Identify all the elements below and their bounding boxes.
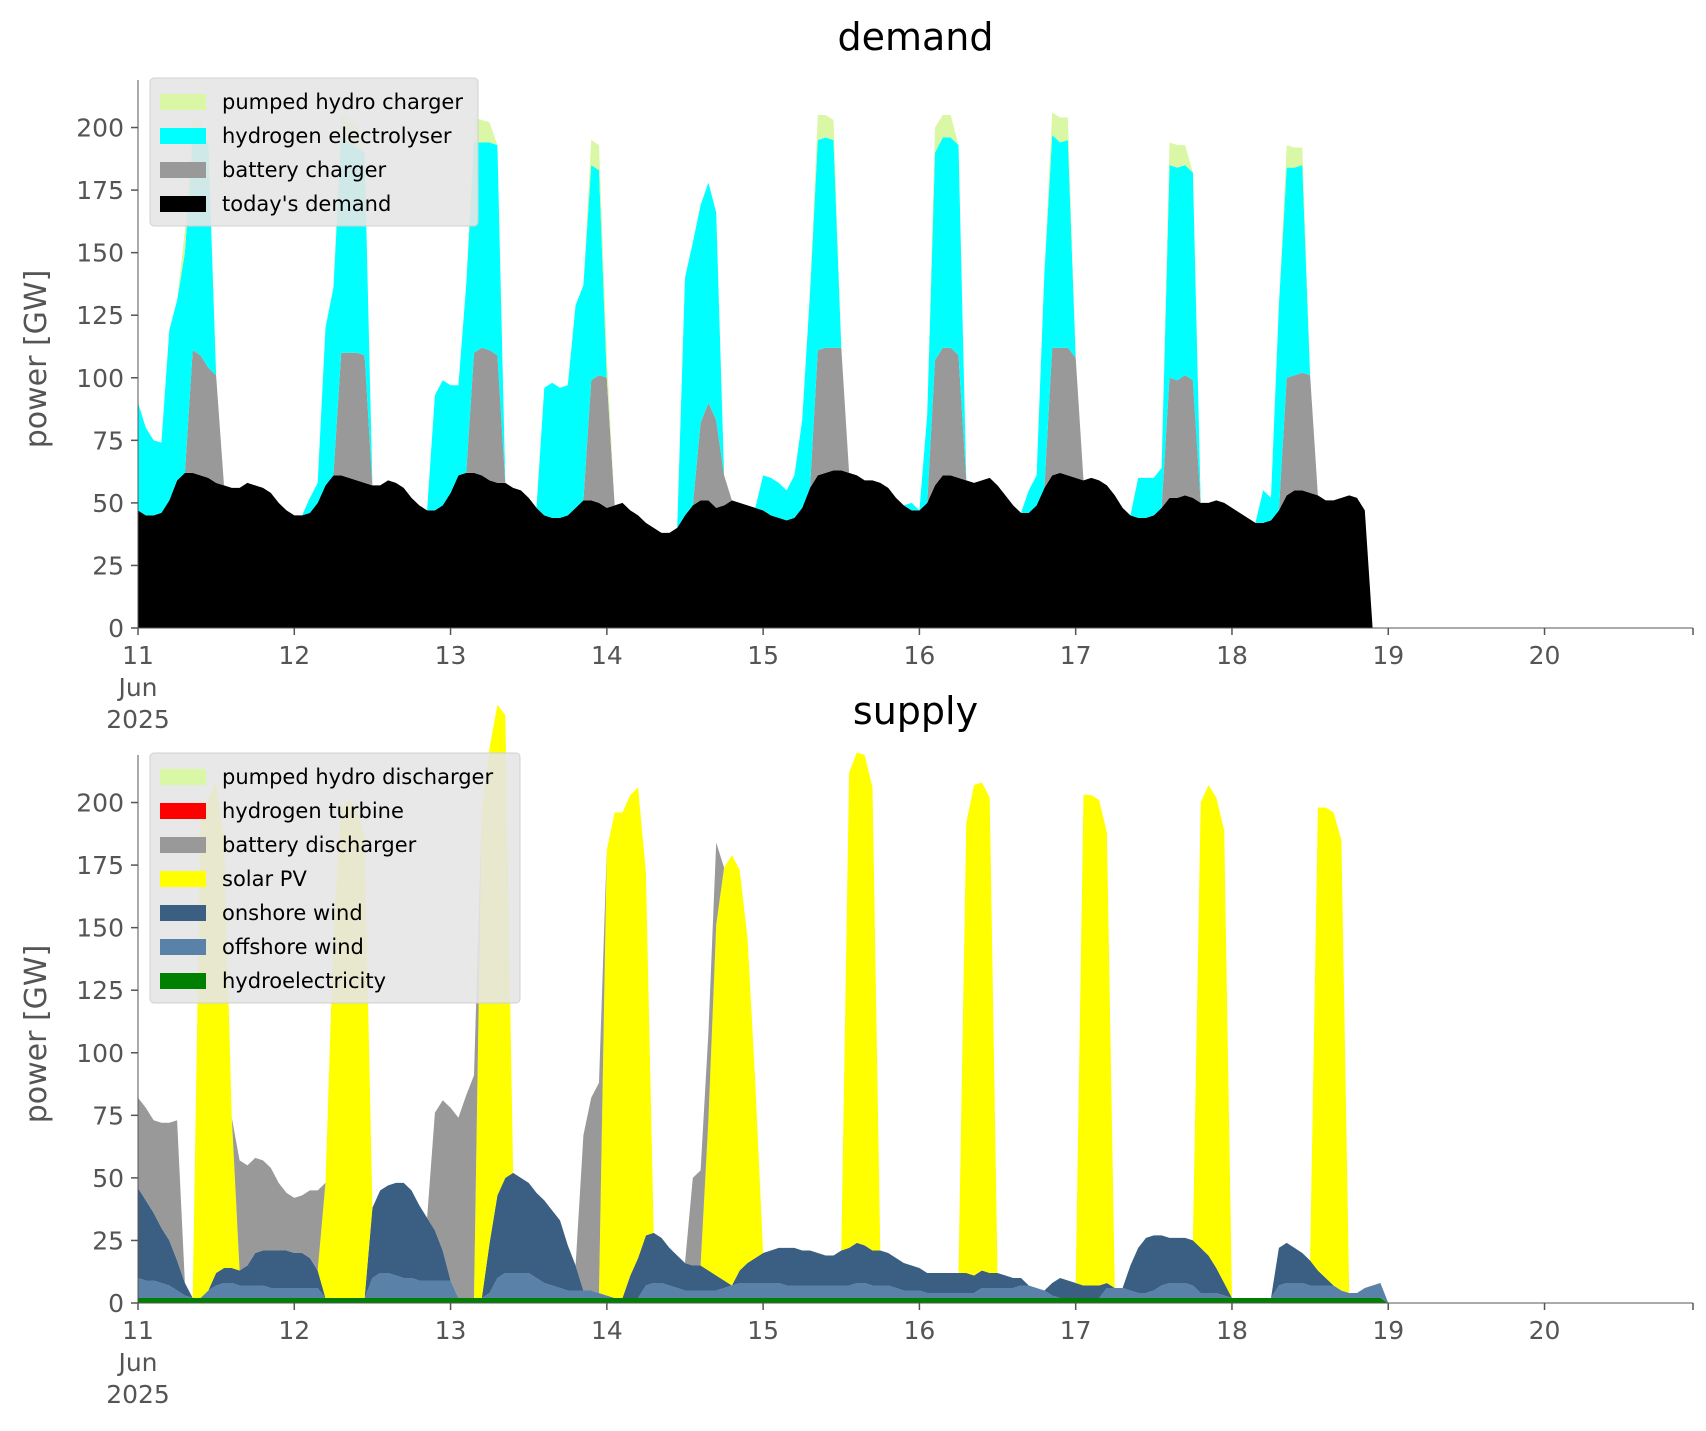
x-tick-label: 16: [904, 1316, 936, 1345]
legend-label-today-s-demand: today's demand: [222, 192, 391, 216]
chart-title: demand: [837, 15, 993, 59]
y-tick-label: 125: [76, 301, 124, 330]
y-tick-label: 200: [76, 114, 124, 143]
x-tick-sublabel: 2025: [106, 1380, 170, 1409]
series-area-offshore-wind: [138, 1273, 1693, 1303]
chart-title: supply: [853, 689, 978, 733]
x-tick-label: 17: [1060, 641, 1092, 670]
x-tick-label: 20: [1529, 1316, 1561, 1345]
chart-panel-demand: demand 0 25 50 75 100 125 150 175 200 11 12 13 14 15 16…: [19, 15, 1694, 734]
legend-swatch-hydrogen-turbine: [160, 803, 206, 819]
legend-swatch-battery-charger: [160, 162, 206, 178]
x-tick-label: 15: [747, 641, 779, 670]
legend-swatch-battery-discharger: [160, 837, 206, 853]
y-tick-label: 25: [92, 1226, 124, 1255]
y-tick-label: 200: [76, 789, 124, 818]
x-tick-label: 15: [747, 1316, 779, 1345]
legend-swatch-solar-pv: [160, 871, 206, 887]
legend-swatch-onshore-wind: [160, 905, 206, 921]
series-area-hydroelectricity: [138, 1298, 1693, 1303]
y-axis-label: power [GW]: [19, 945, 54, 1124]
x-tick-sublabel: Jun: [116, 1348, 157, 1377]
legend-swatch-hydrogen-electrolyser: [160, 128, 206, 144]
legend-label-solar-pv: solar PV: [222, 867, 307, 891]
series-area-onshore-wind: [138, 1172, 1693, 1303]
x-tick-label: 12: [278, 641, 310, 670]
x-tick-label: 11: [122, 641, 154, 670]
legend-swatch-hydroelectricity: [160, 973, 206, 989]
y-tick-label: 150: [76, 239, 124, 268]
x-tick-label: 14: [591, 1316, 623, 1345]
x-tick-sublabel: 2025: [106, 705, 170, 734]
legend-label-hydrogen-electrolyser: hydrogen electrolyser: [222, 124, 452, 148]
legend-swatch-pumped-hydro-discharger: [160, 769, 206, 785]
legend: pumped hydro charger hydrogen electrolyse…: [149, 77, 479, 227]
x-tick-label: 13: [435, 641, 467, 670]
x-tick-label: 13: [435, 1316, 467, 1345]
x-tick-label: 14: [591, 641, 623, 670]
y-tick-label: 50: [92, 489, 124, 518]
x-tick-label: 16: [904, 641, 936, 670]
x-tick-label: 11: [122, 1316, 154, 1345]
x-tick-sublabel: Jun: [116, 673, 157, 702]
y-tick-label: 0: [108, 1289, 124, 1318]
x-tick-label: 20: [1529, 641, 1561, 670]
y-tick-label: 175: [76, 176, 124, 205]
x-tick-label: 19: [1372, 1316, 1404, 1345]
legend-box: [149, 77, 479, 227]
legend: pumped hydro discharger hydrogen turbine b…: [149, 752, 521, 1004]
legend-box: [149, 752, 521, 1004]
x-tick-label: 12: [278, 1316, 310, 1345]
x-tick-label: 19: [1372, 641, 1404, 670]
y-tick-label: 25: [92, 551, 124, 580]
y-tick-label: 50: [92, 1164, 124, 1193]
legend-swatch-pumped-hydro-charger: [160, 94, 206, 110]
legend-label-battery-charger: battery charger: [222, 158, 387, 182]
series-area-hydrogen-electrolyser: [138, 135, 1693, 628]
x-tick-label: 18: [1216, 641, 1248, 670]
y-tick-label: 175: [76, 851, 124, 880]
legend-swatch-offshore-wind: [160, 939, 206, 955]
legend-swatch-today-s-demand: [160, 196, 206, 212]
y-tick-label: 75: [92, 1101, 124, 1130]
legend-label-battery-discharger: battery discharger: [222, 833, 417, 857]
y-axis-label: power [GW]: [19, 270, 54, 449]
series-area-battery-discharger: [138, 704, 1693, 1303]
legend-label-hydrogen-turbine: hydrogen turbine: [222, 799, 404, 823]
chart-panel-supply: supply 0 25 50 75 100 125 150 175 200 11 12 13 14 15 16…: [19, 689, 1694, 1409]
series-area-today-s-demand: [138, 470, 1693, 628]
y-tick-label: 100: [76, 364, 124, 393]
legend-label-offshore-wind: offshore wind: [222, 935, 364, 959]
legend-label-hydroelectricity: hydroelectricity: [222, 969, 386, 993]
legend-label-pumped-hydro-discharger: pumped hydro discharger: [222, 765, 493, 789]
x-tick-label: 18: [1216, 1316, 1248, 1345]
y-tick-label: 150: [76, 914, 124, 943]
series-area-battery-charger: [138, 347, 1693, 628]
legend-label-onshore-wind: onshore wind: [222, 901, 363, 925]
y-tick-label: 125: [76, 976, 124, 1005]
y-tick-label: 100: [76, 1039, 124, 1068]
y-tick-label: 0: [108, 614, 124, 643]
y-tick-label: 75: [92, 426, 124, 455]
legend-label-pumped-hydro-charger: pumped hydro charger: [222, 90, 463, 114]
x-tick-label: 17: [1060, 1316, 1092, 1345]
